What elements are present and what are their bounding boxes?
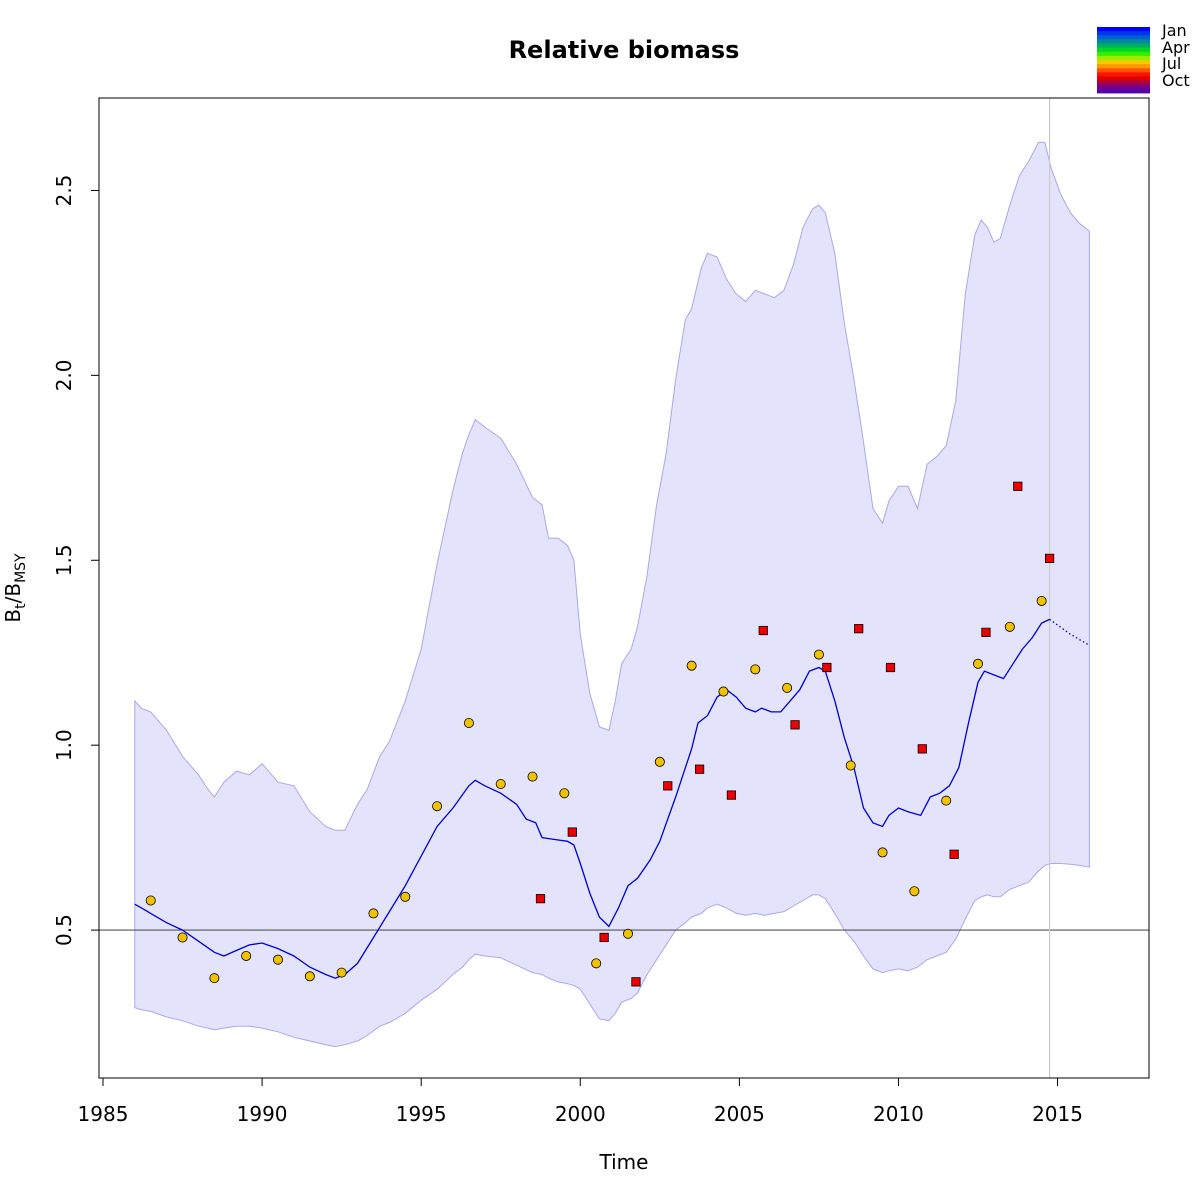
observation-square	[567, 827, 577, 837]
legend-color-swatch	[1097, 84, 1150, 90]
legend-label-oct: Oct	[1162, 71, 1190, 90]
legend-color-swatch	[1097, 39, 1150, 44]
observation-square	[854, 624, 864, 634]
observation-circle	[1004, 621, 1015, 632]
x-tick-label: 2010	[873, 1102, 924, 1126]
x-tick-label: 2005	[714, 1102, 765, 1126]
legend-color-swatch	[1097, 51, 1150, 57]
observation-square	[1013, 481, 1023, 491]
observation-circle	[813, 649, 824, 660]
observation-circle	[623, 928, 634, 939]
observation-square	[885, 662, 896, 673]
observation-circle	[686, 660, 697, 671]
y-axis-label-sub2: MSY	[13, 553, 29, 583]
x-tick-label: 1985	[78, 1102, 129, 1126]
legend-label-jul: Jul	[1161, 54, 1181, 73]
observation-square	[758, 625, 768, 636]
plot-area	[99, 98, 1149, 1078]
observation-circle	[559, 788, 570, 799]
observation-square	[663, 781, 673, 791]
observation-square	[1044, 553, 1055, 564]
observation-circle	[1036, 595, 1047, 606]
legend-color-swatch	[1097, 76, 1150, 82]
y-tick-label: 1.0	[52, 729, 76, 761]
y-tick-label: 0.5	[52, 914, 76, 946]
observation-circle	[272, 954, 283, 965]
observation-circle	[750, 664, 761, 675]
x-axis: 1985 1990 1995 2000 2005 2010 2015	[78, 1077, 1083, 1126]
observation-circle	[591, 958, 602, 969]
legend-color-swatch	[1097, 31, 1150, 36]
season-colorbar	[1097, 27, 1150, 94]
observation-square	[822, 662, 832, 673]
legend-color-swatch	[1097, 80, 1150, 86]
observation-square	[917, 744, 927, 754]
observation-circle	[145, 895, 156, 906]
observation-circle	[654, 756, 665, 767]
observation-circle	[304, 971, 315, 982]
series-line-forecast	[1049, 618, 1090, 646]
observation-circle	[368, 908, 379, 919]
legend-color-swatch	[1097, 35, 1150, 40]
season-legend: Jan Apr Jul Oct	[1097, 21, 1190, 94]
x-tick-label: 1995	[396, 1102, 447, 1126]
y-axis-label-sep: /B	[1, 583, 25, 603]
legend-color-swatch	[1097, 60, 1150, 65]
observation-circle	[400, 891, 411, 902]
legend-color-swatch	[1097, 47, 1150, 53]
observation-circle	[527, 771, 538, 782]
observation-circle	[241, 950, 252, 961]
y-tick-label: 2.0	[52, 359, 76, 391]
observation-square	[949, 849, 959, 859]
chart-title: Relative biomass	[509, 36, 740, 64]
observation-circle	[718, 686, 729, 697]
observation-circle	[209, 973, 220, 984]
legend-color-swatch	[1097, 55, 1150, 61]
legend-color-swatch	[1097, 27, 1150, 32]
legend-label-jan: Jan	[1161, 21, 1187, 40]
observation-circle	[877, 847, 888, 858]
legend-color-swatch	[1097, 43, 1150, 49]
observation-circle	[432, 801, 443, 812]
legend-color-swatch	[1097, 88, 1150, 94]
y-axis-label-main: B	[1, 609, 25, 623]
observation-circle	[941, 795, 952, 806]
observation-square	[535, 894, 546, 904]
observation-circle	[336, 967, 347, 978]
series-line-estimate	[134, 618, 1050, 979]
observation-circle	[177, 932, 188, 943]
legend-color-swatch	[1097, 68, 1150, 73]
observation-circle	[782, 682, 793, 693]
observation-square	[694, 764, 705, 774]
observation-circle	[909, 886, 920, 897]
observation-circle	[495, 779, 506, 790]
x-axis-label: Time	[599, 1150, 649, 1174]
confidence-band	[134, 141, 1090, 1048]
y-tick-label: 1.5	[52, 544, 76, 576]
x-tick-label: 1990	[237, 1102, 288, 1126]
y-axis-label-sub1: t	[13, 603, 29, 609]
observation-circle	[463, 717, 474, 728]
observation-circle	[845, 760, 856, 771]
observation-square	[790, 720, 800, 730]
observation-square	[981, 627, 991, 637]
y-tick-label: 2.5	[52, 175, 76, 207]
observation-square	[726, 790, 737, 800]
x-tick-label: 2015	[1032, 1102, 1083, 1126]
y-axis: 0.5 1.0 1.5 2.0 2.5	[52, 175, 100, 946]
x-tick-label: 2000	[555, 1102, 606, 1126]
y-axis-label: Bt/BMSY	[1, 553, 29, 623]
legend-color-swatch	[1097, 72, 1150, 77]
observation-circle	[973, 658, 984, 669]
observation-square	[599, 932, 609, 943]
observation-square	[631, 977, 641, 987]
legend-color-swatch	[1097, 64, 1150, 69]
legend-label-apr: Apr	[1162, 38, 1190, 57]
